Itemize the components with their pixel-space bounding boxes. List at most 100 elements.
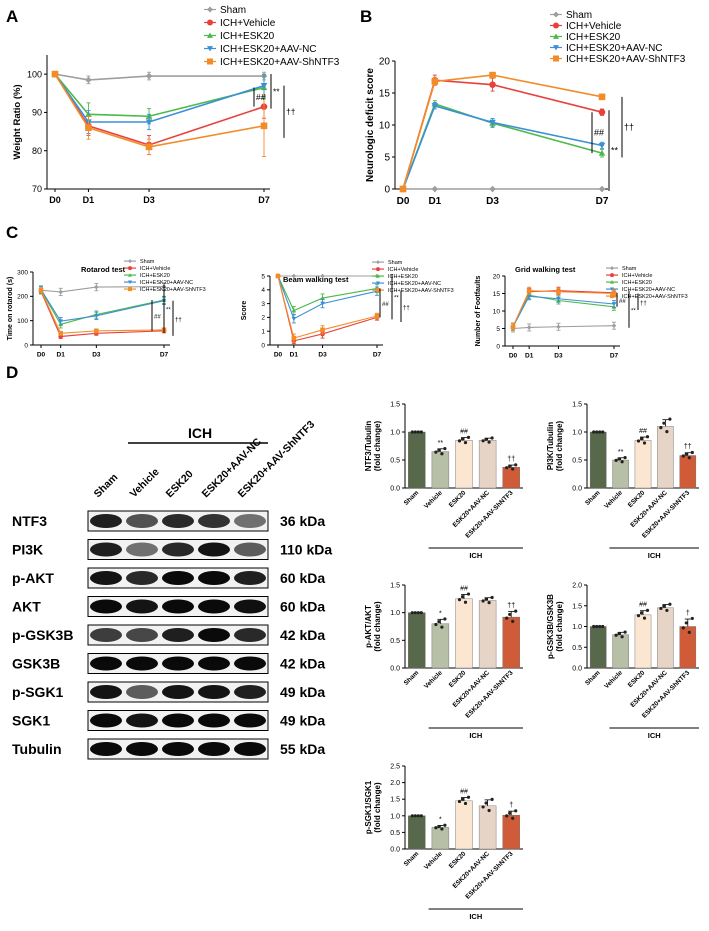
blot-band	[162, 685, 194, 699]
data-dot	[645, 435, 650, 439]
data-dot	[662, 421, 666, 425]
blot-row-label: Tubulin	[12, 741, 62, 757]
data-dot	[434, 826, 438, 830]
significance-mark: *	[439, 816, 442, 823]
blot-band	[90, 742, 122, 756]
blot-band	[234, 713, 266, 728]
y-tick-label: 0	[24, 342, 28, 349]
data-dot	[440, 625, 444, 629]
y-tick-label: 2.0	[572, 583, 582, 590]
bar	[478, 440, 497, 489]
x-tick-label: Sham	[403, 489, 421, 507]
group-label: ICH	[469, 731, 482, 740]
blot-band	[234, 685, 266, 699]
panel-label-b: B	[360, 7, 372, 26]
blot-band	[90, 571, 122, 585]
data-point	[260, 82, 268, 89]
blot-band	[198, 542, 230, 557]
data-dot	[623, 630, 627, 634]
x-tick-label: ESK20	[627, 669, 647, 689]
data-dot	[668, 602, 672, 606]
y-axis-label: Neurologic deficit score	[365, 68, 376, 182]
legend-label: Sham	[220, 5, 246, 16]
data-dot	[460, 595, 465, 599]
bar	[679, 455, 697, 489]
series-line	[402, 102, 603, 190]
chart-title: Beam walking test	[283, 275, 349, 284]
blot-band	[198, 713, 230, 728]
y-tick-label: 4	[261, 287, 265, 294]
significance-mark: ##	[639, 602, 647, 609]
series-sh	[51, 70, 268, 157]
data-dot	[508, 464, 512, 468]
series-nc	[51, 71, 268, 134]
legend-label: ICH+ESK20+AAV-NC	[622, 287, 675, 293]
data-dot	[457, 439, 462, 443]
legend-label: ICH+ESK20+AAV-ShNTF3	[388, 288, 454, 294]
legend-marker	[376, 267, 380, 272]
x-tick-label: D3	[92, 352, 101, 359]
blot-row-label: AKT	[12, 599, 41, 615]
significance-mark: **	[273, 86, 280, 96]
legend-label: ICH+ESK20+AAV-ShNTF3	[622, 294, 688, 300]
bar-chart-d5: 0.0 0.5 1.0 1.5 2.0 2.5 p-SGK1/SGK1 (fold chang…	[364, 764, 523, 921]
y-tick-label: 1	[261, 328, 265, 335]
data-dot	[598, 624, 602, 629]
x-tick-label: Vehicle	[423, 669, 444, 690]
y-tick-label: 2.5	[390, 764, 400, 771]
data-point	[320, 295, 325, 300]
blot-band	[126, 542, 158, 557]
data-point	[556, 324, 561, 330]
y-axis-label: (fold change)	[555, 601, 564, 652]
legend-marker	[376, 260, 380, 265]
blot-kda-label: 55 kDa	[280, 741, 325, 757]
significance-mark: *	[439, 610, 442, 617]
series-sham	[51, 70, 268, 85]
data-dot	[410, 430, 414, 434]
legend-label: ICH+ESK20+AAV-ShNTF3	[140, 287, 206, 293]
data-dot	[514, 609, 518, 613]
legend-label: ICH+ESK20+AAV-NC	[140, 280, 193, 286]
data-dot	[457, 799, 462, 804]
y-tick-label: 0	[384, 185, 390, 196]
y-tick-label: 80	[32, 146, 42, 156]
x-tick-label: D7	[596, 196, 609, 207]
legend-marker	[610, 266, 614, 271]
data-point	[510, 324, 516, 330]
legend-label: ICH+ESK20	[220, 31, 275, 42]
data-dot	[434, 622, 438, 627]
lane-label: Vehicle	[128, 466, 162, 500]
data-dot	[416, 611, 420, 615]
data-dot	[681, 454, 685, 458]
data-dot	[413, 430, 417, 434]
y-axis-label: PI3K/Tubulin	[546, 422, 555, 470]
data-point	[275, 273, 281, 279]
bar	[408, 431, 426, 489]
data-point	[431, 185, 439, 193]
data-dot	[481, 439, 485, 443]
significance-mark: ##	[639, 428, 647, 435]
blot-band	[162, 514, 194, 528]
significance-mark: **	[618, 449, 624, 456]
data-point	[94, 328, 99, 334]
blot-band	[198, 599, 230, 614]
series-sh	[510, 286, 617, 331]
legend-label: ICH+ESK20+AAV-ShNTF3	[566, 54, 686, 65]
y-tick-label: 0.0	[390, 666, 400, 673]
lane-label: ESK20	[164, 468, 196, 500]
series-line	[54, 73, 265, 146]
data-dot	[457, 598, 462, 602]
y-tick-label: 15	[379, 89, 391, 100]
significance-mark: ##	[619, 299, 626, 305]
legend-marker	[610, 273, 614, 278]
x-tick-label: D7	[610, 353, 619, 360]
blot-row-label: p-SGK1	[12, 684, 64, 700]
data-dot	[508, 612, 512, 617]
data-dot	[592, 430, 596, 434]
x-tick-label: ESK20+AAV-ShNTF3	[464, 850, 514, 900]
legend-label: ICH+ESK20+AAV-ShNTF3	[220, 57, 340, 68]
x-tick-label: D7	[160, 352, 169, 359]
data-dot	[419, 814, 423, 818]
significance-mark: ††	[286, 107, 296, 117]
legend-marker	[207, 46, 213, 52]
